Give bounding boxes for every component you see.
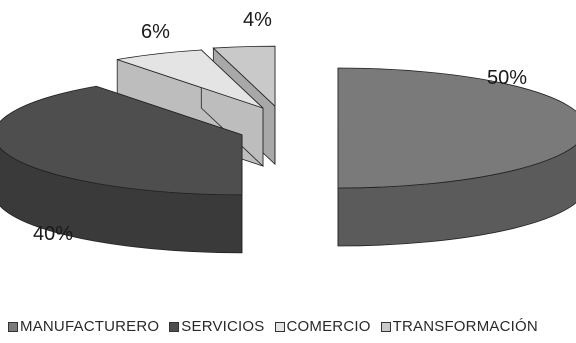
legend-item-servicios: SERVICIOS: [169, 318, 264, 335]
chart-legend: MANUFACTURERO SERVICIOS COMERCIO TRANSFO…: [8, 318, 572, 335]
legend-swatch-transformacion: [380, 321, 391, 332]
pie-label-transformacion: 4%: [243, 9, 272, 31]
legend-item-transformacion: TRANSFORMACIÓN: [380, 318, 538, 335]
pie-label-servicios: 40%: [33, 223, 73, 245]
legend-label-comercio: COMERCIO: [286, 318, 371, 335]
pie-label-comercio: 6%: [141, 21, 170, 43]
pie-slice-manufacturero: [337, 67, 576, 247]
legend-item-manufacturero: MANUFACTURERO: [8, 318, 159, 335]
legend-label-transformacion: TRANSFORMACIÓN: [392, 318, 538, 335]
legend-label-servicios: SERVICIOS: [181, 318, 265, 335]
legend-label-manufacturero: MANUFACTURERO: [20, 318, 160, 335]
pie-label-manufacturero: 50%: [487, 67, 527, 89]
legend-swatch-manufacturero: [8, 321, 18, 332]
legend-swatch-comercio: [274, 321, 285, 332]
legend-item-comercio: COMERCIO: [274, 318, 371, 335]
pie-slice-servicios: [0, 85, 243, 254]
legend-swatch-servicios: [169, 321, 180, 332]
